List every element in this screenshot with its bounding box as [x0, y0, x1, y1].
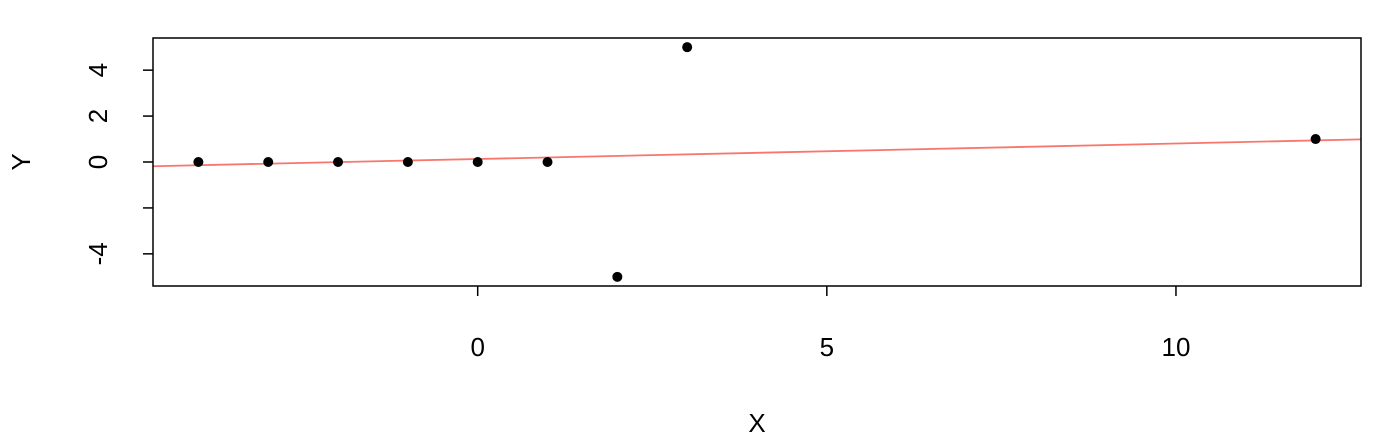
x-tick-label: 5 [820, 332, 834, 362]
plot-frame [152, 37, 1362, 287]
x-tick-label: 0 [470, 332, 484, 362]
data-point [263, 157, 274, 167]
regression-line [152, 138, 1362, 168]
data-point [542, 157, 553, 167]
data-point [472, 157, 483, 167]
x-tick-label: 10 [1161, 332, 1190, 362]
y-tick-label: -4 [83, 242, 113, 265]
data-point [1310, 134, 1321, 145]
data-point [402, 157, 413, 167]
x-axis-label: X [748, 408, 765, 438]
fit-line-layer [152, 138, 1362, 168]
data-point [193, 157, 204, 167]
y-tick-label: 4 [83, 63, 113, 77]
y-tick-label: 0 [83, 155, 113, 169]
points-layer [193, 42, 1321, 282]
x-axis-ticks: 0 5 10 [470, 286, 1190, 362]
data-point [612, 271, 623, 282]
data-point [682, 42, 693, 53]
data-point [333, 157, 344, 167]
y-axis-ticks: -4 0 2 4 [83, 63, 153, 265]
y-axis-label: Y [6, 153, 36, 170]
y-tick-label: 2 [83, 109, 113, 123]
